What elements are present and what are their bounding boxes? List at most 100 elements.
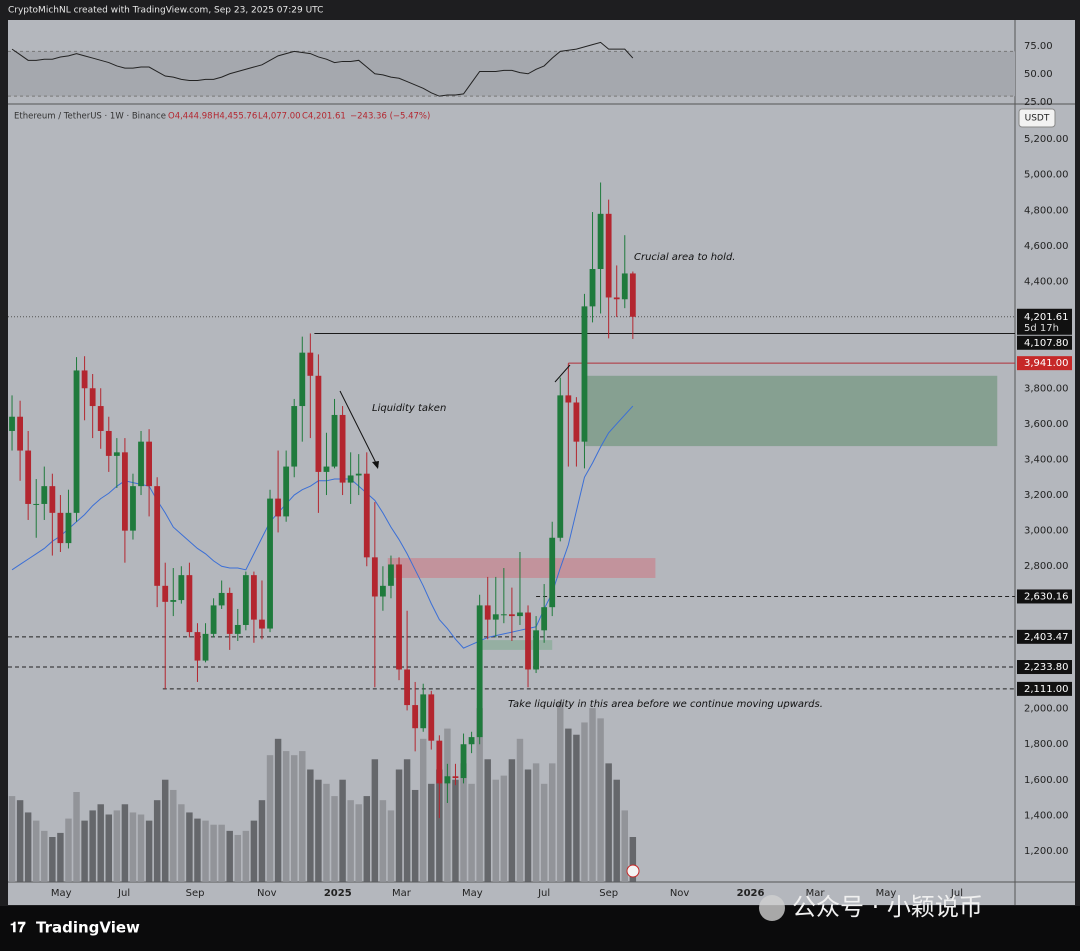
arrowhead xyxy=(372,461,379,469)
y-tick-label: 2,800.00 xyxy=(1024,561,1069,572)
volume-bar xyxy=(250,820,258,882)
rsi-tick-label: 75.00 xyxy=(1024,41,1053,52)
legend-open: O4,444.98 xyxy=(168,112,213,122)
legend-low: L4,077.00 xyxy=(258,112,301,122)
candle-body xyxy=(339,414,346,483)
volume-bar xyxy=(548,763,556,882)
candle-body xyxy=(355,473,362,476)
last-price-tag xyxy=(1017,308,1072,335)
candle-body xyxy=(500,614,507,616)
candle-body xyxy=(468,737,475,745)
volume-bar xyxy=(170,789,177,882)
volume-bar xyxy=(331,796,338,882)
candle-body xyxy=(533,630,539,670)
candle-body xyxy=(629,273,636,317)
candle-body xyxy=(597,213,604,269)
logo-mark: 𝟏𝟕 xyxy=(10,920,26,936)
volume-bar xyxy=(621,810,629,882)
candle-body xyxy=(73,370,80,513)
candle-body xyxy=(476,605,483,738)
legend-symbol: Ethereum / TetherUS · 1W · Binance xyxy=(14,112,166,122)
price-tag-label: 2,403.47 xyxy=(1024,632,1069,643)
arrow xyxy=(339,390,379,468)
volume-bar xyxy=(363,796,371,882)
volume-bar xyxy=(145,820,153,882)
candle-body xyxy=(404,669,410,706)
volume-bar xyxy=(444,728,451,882)
y-tick-label: 4,800.00 xyxy=(1024,205,1069,216)
y-tick-label: 5,200.00 xyxy=(1024,134,1069,145)
event-icon[interactable] xyxy=(626,864,640,878)
candle-body xyxy=(41,486,48,504)
candle-body xyxy=(97,406,104,431)
volume-bar xyxy=(242,830,250,882)
candle-body xyxy=(331,414,338,467)
volume-bar xyxy=(218,824,225,882)
volume-bar xyxy=(347,800,354,882)
x-tick-label: Mar xyxy=(392,888,412,899)
x-tick-label: 2025 xyxy=(324,888,352,899)
volume-bar xyxy=(605,763,612,882)
rsi-tick-label: 25.00 xyxy=(1024,97,1053,108)
candle-body xyxy=(621,273,628,300)
x-tick-label: Nov xyxy=(670,888,690,899)
volume-bar xyxy=(266,755,274,882)
volume-bar xyxy=(452,779,459,882)
price-tag xyxy=(1017,356,1072,371)
volume-bar xyxy=(137,814,145,882)
y-tick-label: 4,400.00 xyxy=(1024,276,1069,287)
candle-body xyxy=(122,452,128,531)
candle-body xyxy=(573,402,580,442)
volume-bar xyxy=(89,810,96,882)
zone xyxy=(477,640,553,650)
footer xyxy=(0,906,1080,951)
volume-bar xyxy=(565,728,572,882)
annotation: Crucial area to hold. xyxy=(634,252,735,263)
price-tag xyxy=(1017,589,1072,604)
legend-high: H4,455.76 xyxy=(213,112,257,122)
countdown-label: 5d 17h xyxy=(1024,323,1059,334)
volume-bar xyxy=(186,812,193,882)
candle-body xyxy=(17,416,23,451)
candle-body xyxy=(275,498,281,517)
y-tick-label: 3,200.00 xyxy=(1024,490,1069,501)
volume-bar xyxy=(508,759,516,882)
candle-body xyxy=(323,466,330,472)
volume-bar xyxy=(234,834,242,882)
watermark-icon xyxy=(759,895,785,921)
volume-bar xyxy=(403,759,411,882)
candle-body xyxy=(363,473,370,558)
x-tick-label: 2026 xyxy=(737,888,765,899)
volume-bar xyxy=(516,738,524,882)
volume-bar xyxy=(49,837,56,882)
volume-bar xyxy=(460,763,467,882)
y-tick-label: 3,800.00 xyxy=(1024,383,1069,394)
legend-change: −243.36 (−5.47%) xyxy=(350,112,430,122)
x-tick-label: Jul xyxy=(117,888,130,899)
candle-body xyxy=(581,306,588,442)
brand: TradingView xyxy=(36,919,140,937)
y-tick-label: 1,800.00 xyxy=(1024,739,1069,750)
volume-bar xyxy=(105,814,113,882)
candle-body xyxy=(541,607,548,631)
volume-bar xyxy=(419,738,427,882)
volume-bar xyxy=(153,800,161,882)
volume-bar xyxy=(307,769,314,882)
candle-body xyxy=(492,614,499,620)
price-tag-label: 2,233.80 xyxy=(1024,662,1069,673)
currency[interactable]: USDT xyxy=(1025,114,1050,124)
candle-body xyxy=(517,612,523,617)
candle-body xyxy=(162,585,169,602)
candle-body xyxy=(49,486,56,513)
legend-close: C4,201.61 xyxy=(302,112,346,122)
candle-body xyxy=(283,466,290,517)
y-tick-label: 5,000.00 xyxy=(1024,170,1069,181)
candle-body xyxy=(130,486,136,531)
volume-bar xyxy=(32,820,40,882)
price-tag-label: 3,941.00 xyxy=(1024,358,1069,369)
volume-bar xyxy=(41,830,48,882)
volume-bar xyxy=(557,702,564,882)
candle-body xyxy=(428,694,435,741)
candle-body xyxy=(170,600,177,602)
currency-box[interactable] xyxy=(1018,108,1056,128)
